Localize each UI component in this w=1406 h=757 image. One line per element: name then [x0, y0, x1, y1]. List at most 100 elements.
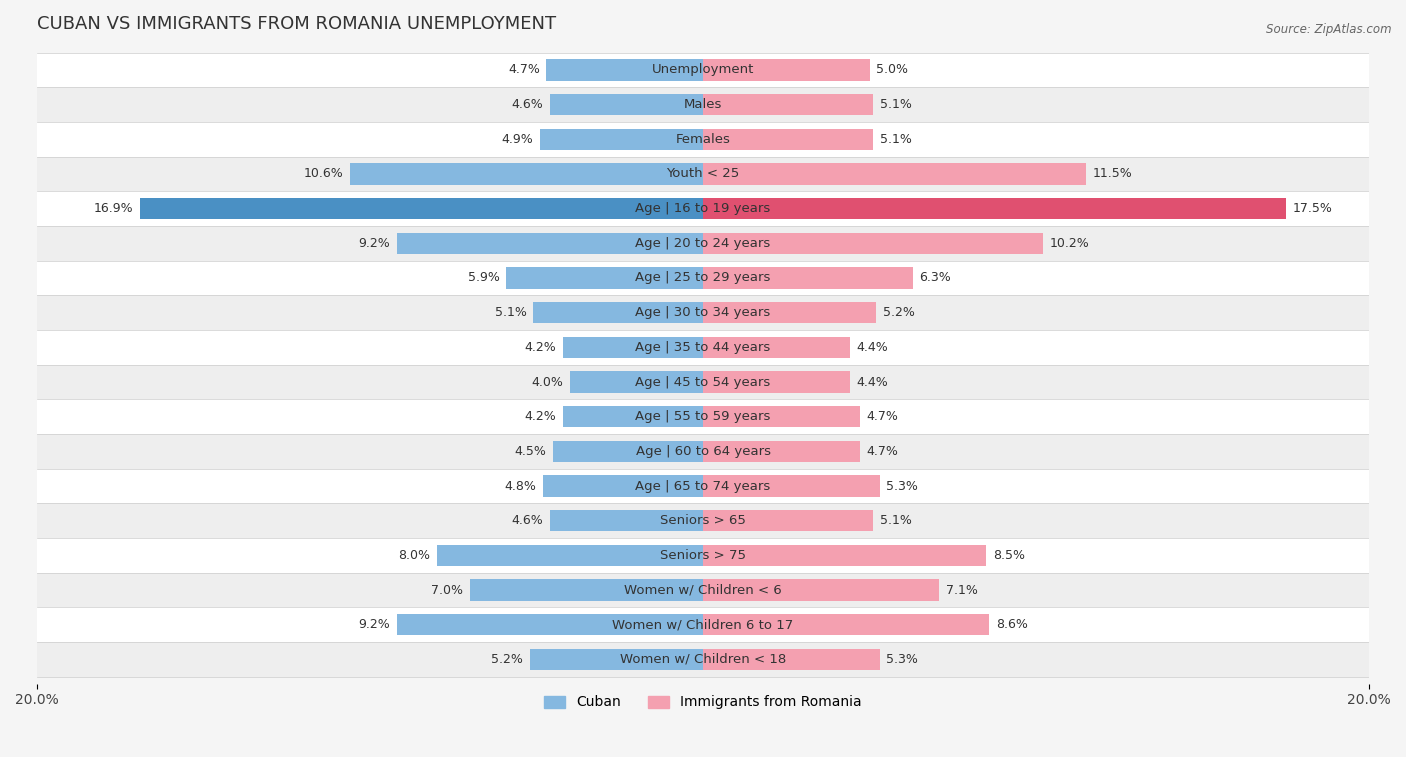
- Bar: [703, 164, 1085, 185]
- Bar: [37, 434, 1369, 469]
- Text: 7.1%: 7.1%: [946, 584, 979, 597]
- Bar: [703, 649, 880, 670]
- Bar: [703, 475, 880, 497]
- Text: Age | 65 to 74 years: Age | 65 to 74 years: [636, 479, 770, 493]
- Text: 5.1%: 5.1%: [880, 514, 911, 527]
- Bar: [543, 475, 703, 497]
- Text: Age | 55 to 59 years: Age | 55 to 59 years: [636, 410, 770, 423]
- Text: 5.1%: 5.1%: [880, 98, 911, 111]
- Bar: [37, 642, 1369, 677]
- Text: 5.2%: 5.2%: [883, 306, 915, 319]
- Bar: [37, 538, 1369, 573]
- Bar: [533, 302, 703, 323]
- Text: 17.5%: 17.5%: [1292, 202, 1333, 215]
- Text: Seniors > 65: Seniors > 65: [659, 514, 747, 527]
- Bar: [703, 59, 869, 81]
- Bar: [396, 232, 703, 254]
- Text: Age | 25 to 29 years: Age | 25 to 29 years: [636, 272, 770, 285]
- Bar: [550, 94, 703, 115]
- Text: 5.1%: 5.1%: [880, 132, 911, 146]
- Bar: [470, 579, 703, 601]
- Bar: [540, 129, 703, 150]
- Bar: [37, 192, 1369, 226]
- Bar: [37, 87, 1369, 122]
- Bar: [37, 503, 1369, 538]
- Bar: [550, 510, 703, 531]
- Text: 4.5%: 4.5%: [515, 445, 547, 458]
- Bar: [436, 544, 703, 566]
- Text: 5.0%: 5.0%: [876, 64, 908, 76]
- Bar: [703, 302, 876, 323]
- Text: Age | 20 to 24 years: Age | 20 to 24 years: [636, 237, 770, 250]
- Text: 4.7%: 4.7%: [866, 445, 898, 458]
- Text: 8.6%: 8.6%: [995, 618, 1028, 631]
- Legend: Cuban, Immigrants from Romania: Cuban, Immigrants from Romania: [538, 690, 868, 715]
- Text: Age | 30 to 34 years: Age | 30 to 34 years: [636, 306, 770, 319]
- Text: Women w/ Children 6 to 17: Women w/ Children 6 to 17: [613, 618, 793, 631]
- Text: Males: Males: [683, 98, 723, 111]
- Bar: [569, 371, 703, 393]
- Bar: [37, 260, 1369, 295]
- Text: 4.8%: 4.8%: [505, 479, 537, 493]
- Text: 4.7%: 4.7%: [866, 410, 898, 423]
- Bar: [37, 295, 1369, 330]
- Bar: [553, 441, 703, 462]
- Bar: [703, 129, 873, 150]
- Bar: [703, 232, 1043, 254]
- Text: Women w/ Children < 18: Women w/ Children < 18: [620, 653, 786, 666]
- Text: 4.6%: 4.6%: [512, 514, 543, 527]
- Text: 16.9%: 16.9%: [94, 202, 134, 215]
- Bar: [37, 469, 1369, 503]
- Text: 5.2%: 5.2%: [491, 653, 523, 666]
- Text: CUBAN VS IMMIGRANTS FROM ROMANIA UNEMPLOYMENT: CUBAN VS IMMIGRANTS FROM ROMANIA UNEMPLO…: [37, 15, 555, 33]
- Bar: [703, 579, 939, 601]
- Bar: [141, 198, 703, 220]
- Text: 4.4%: 4.4%: [856, 375, 889, 388]
- Text: 5.1%: 5.1%: [495, 306, 526, 319]
- Text: 4.6%: 4.6%: [512, 98, 543, 111]
- Text: 4.9%: 4.9%: [502, 132, 533, 146]
- Text: 11.5%: 11.5%: [1092, 167, 1132, 180]
- Bar: [37, 226, 1369, 260]
- Text: Women w/ Children < 6: Women w/ Children < 6: [624, 584, 782, 597]
- Text: 5.3%: 5.3%: [886, 653, 918, 666]
- Bar: [37, 607, 1369, 642]
- Text: 5.9%: 5.9%: [468, 272, 499, 285]
- Text: 9.2%: 9.2%: [359, 237, 389, 250]
- Text: Females: Females: [675, 132, 731, 146]
- Bar: [530, 649, 703, 670]
- Bar: [350, 164, 703, 185]
- Bar: [703, 406, 859, 428]
- Text: 8.0%: 8.0%: [398, 549, 430, 562]
- Bar: [703, 441, 859, 462]
- Text: 7.0%: 7.0%: [432, 584, 463, 597]
- Text: 9.2%: 9.2%: [359, 618, 389, 631]
- Text: 4.7%: 4.7%: [508, 64, 540, 76]
- Text: 4.2%: 4.2%: [524, 341, 557, 354]
- Bar: [703, 510, 873, 531]
- Text: 10.2%: 10.2%: [1049, 237, 1090, 250]
- Text: 8.5%: 8.5%: [993, 549, 1025, 562]
- Bar: [37, 365, 1369, 400]
- Bar: [37, 573, 1369, 607]
- Bar: [703, 94, 873, 115]
- Bar: [506, 267, 703, 288]
- Bar: [703, 198, 1286, 220]
- Bar: [703, 337, 849, 358]
- Bar: [396, 614, 703, 635]
- Text: Source: ZipAtlas.com: Source: ZipAtlas.com: [1267, 23, 1392, 36]
- Text: 10.6%: 10.6%: [304, 167, 343, 180]
- Text: Age | 45 to 54 years: Age | 45 to 54 years: [636, 375, 770, 388]
- Text: Unemployment: Unemployment: [652, 64, 754, 76]
- Text: 4.2%: 4.2%: [524, 410, 557, 423]
- Text: 5.3%: 5.3%: [886, 479, 918, 493]
- Bar: [37, 330, 1369, 365]
- Bar: [37, 400, 1369, 434]
- Bar: [37, 52, 1369, 87]
- Bar: [37, 122, 1369, 157]
- Text: 4.4%: 4.4%: [856, 341, 889, 354]
- Bar: [703, 614, 990, 635]
- Text: Seniors > 75: Seniors > 75: [659, 549, 747, 562]
- Bar: [703, 267, 912, 288]
- Text: 6.3%: 6.3%: [920, 272, 952, 285]
